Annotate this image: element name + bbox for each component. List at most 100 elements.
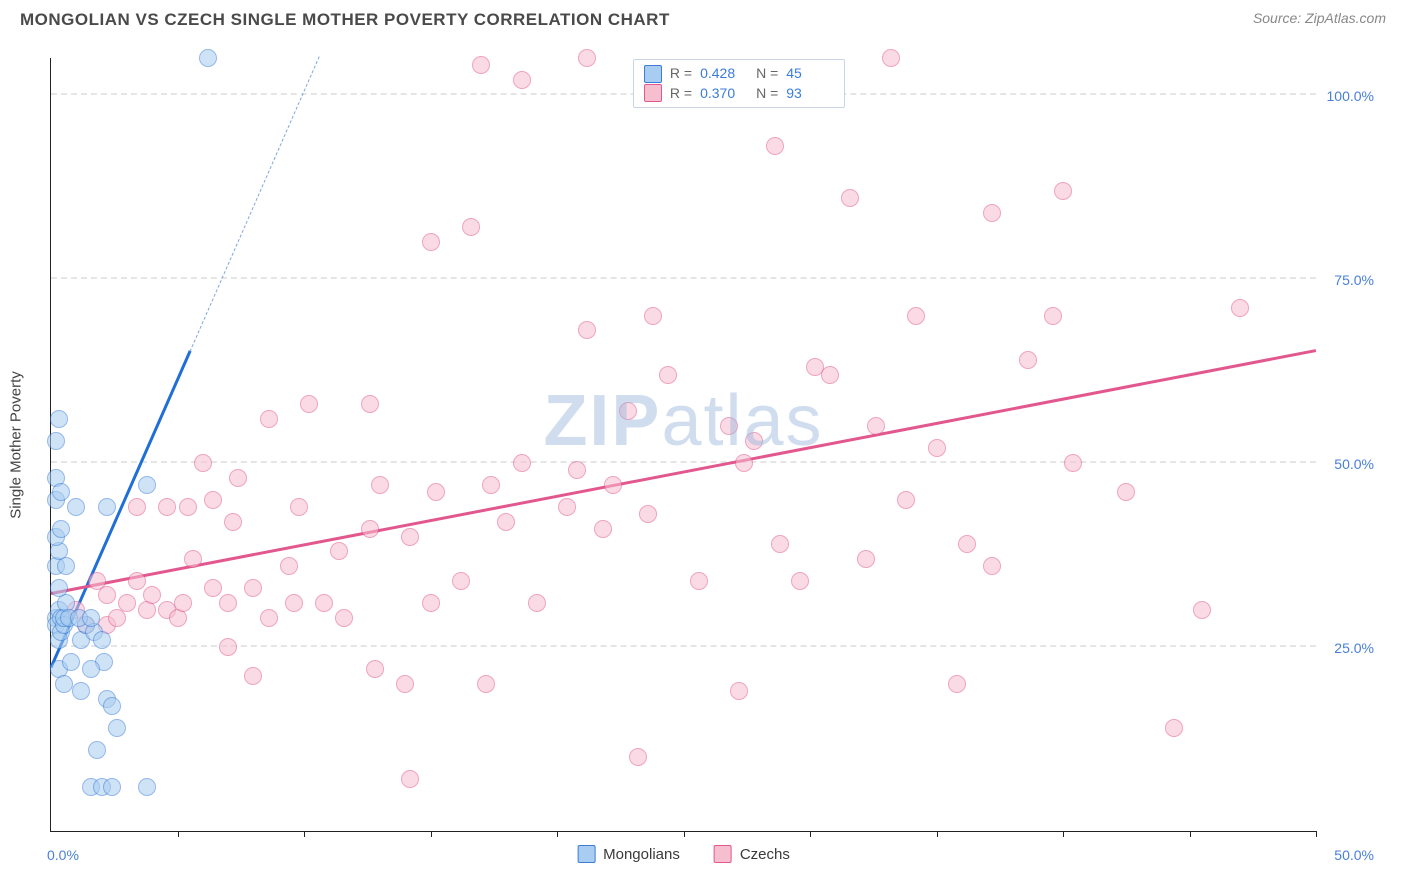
scatter-point [98, 498, 116, 516]
scatter-point [821, 366, 839, 384]
r-value-czechs: 0.370 [700, 84, 748, 104]
scatter-point [224, 513, 242, 531]
swatch-czechs [644, 84, 662, 102]
grid-line [51, 277, 1316, 279]
scatter-point [128, 498, 146, 516]
scatter-point [62, 653, 80, 671]
y-axis-title: Single Mother Poverty [8, 371, 25, 519]
scatter-point [138, 778, 156, 796]
legend-stats-row: R = 0.370 N = 93 [644, 84, 834, 104]
legend-label: Mongolians [603, 846, 680, 863]
scatter-point [98, 586, 116, 604]
x-tick [557, 831, 558, 837]
scatter-point [103, 778, 121, 796]
scatter-point [88, 741, 106, 759]
scatter-point [50, 410, 68, 428]
scatter-point [578, 49, 596, 67]
scatter-point [158, 498, 176, 516]
scatter-point [745, 432, 763, 450]
scatter-point [260, 609, 278, 627]
x-tick [810, 831, 811, 837]
scatter-point [841, 189, 859, 207]
scatter-point [644, 307, 662, 325]
scatter-point [184, 550, 202, 568]
scatter-point [118, 594, 136, 612]
scatter-point [219, 638, 237, 656]
scatter-point [897, 491, 915, 509]
scatter-point [244, 579, 262, 597]
scatter-point [204, 579, 222, 597]
scatter-point [730, 682, 748, 700]
scatter-point [983, 204, 1001, 222]
scatter-point [482, 476, 500, 494]
scatter-point [72, 682, 90, 700]
legend-stats-row: R = 0.428 N = 45 [644, 64, 834, 84]
x-tick-label-right: 50.0% [1334, 847, 1374, 863]
x-tick [304, 831, 305, 837]
scatter-point [204, 491, 222, 509]
regression-line [190, 57, 320, 352]
scatter-point [771, 535, 789, 553]
scatter-point [882, 49, 900, 67]
scatter-point [179, 498, 197, 516]
scatter-point [361, 395, 379, 413]
scatter-point [907, 307, 925, 325]
scatter-point [174, 594, 192, 612]
scatter-point [67, 498, 85, 516]
x-tick [178, 831, 179, 837]
scatter-point [244, 667, 262, 685]
legend-label: Czechs [740, 846, 790, 863]
y-tick-label: 100.0% [1327, 88, 1374, 104]
scatter-point [47, 432, 65, 450]
scatter-point [983, 557, 1001, 575]
scatter-point [629, 748, 647, 766]
legend-series: Mongolians Czechs [577, 845, 790, 863]
x-tick [1316, 831, 1317, 837]
swatch-czechs [714, 845, 732, 863]
chart-title: MONGOLIAN VS CZECH SINGLE MOTHER POVERTY… [20, 10, 670, 30]
y-tick-label: 50.0% [1334, 456, 1374, 472]
scatter-point [659, 366, 677, 384]
scatter-point [55, 675, 73, 693]
y-tick-label: 75.0% [1334, 272, 1374, 288]
scatter-point [558, 498, 576, 516]
scatter-point [578, 321, 596, 339]
scatter-point [619, 402, 637, 420]
scatter-point [857, 550, 875, 568]
scatter-point [928, 439, 946, 457]
n-value-mongolians: 45 [786, 64, 834, 84]
scatter-point [1054, 182, 1072, 200]
x-tick [937, 831, 938, 837]
scatter-point [143, 586, 161, 604]
scatter-point [219, 594, 237, 612]
watermark-zip: ZIP [543, 381, 661, 461]
scatter-point [82, 660, 100, 678]
scatter-point [1019, 351, 1037, 369]
scatter-point [290, 498, 308, 516]
scatter-point [371, 476, 389, 494]
x-tick-label-left: 0.0% [47, 847, 79, 863]
scatter-point [513, 454, 531, 472]
legend-item-czechs: Czechs [714, 845, 790, 863]
x-tick [1063, 831, 1064, 837]
scatter-point [690, 572, 708, 590]
scatter-point [57, 557, 75, 575]
y-tick-label: 25.0% [1334, 640, 1374, 656]
scatter-point [1117, 483, 1135, 501]
source-label: Source: ZipAtlas.com [1253, 10, 1386, 26]
x-tick [684, 831, 685, 837]
scatter-point [138, 476, 156, 494]
scatter-point [791, 572, 809, 590]
scatter-point [513, 71, 531, 89]
grid-line [51, 461, 1316, 463]
scatter-point [462, 218, 480, 236]
scatter-point [452, 572, 470, 590]
scatter-point [401, 770, 419, 788]
grid-line [51, 645, 1316, 647]
scatter-point [477, 675, 495, 693]
legend-item-mongolians: Mongolians [577, 845, 680, 863]
scatter-point [427, 483, 445, 501]
scatter-point [260, 410, 278, 428]
scatter-point [52, 520, 70, 538]
scatter-point [422, 594, 440, 612]
